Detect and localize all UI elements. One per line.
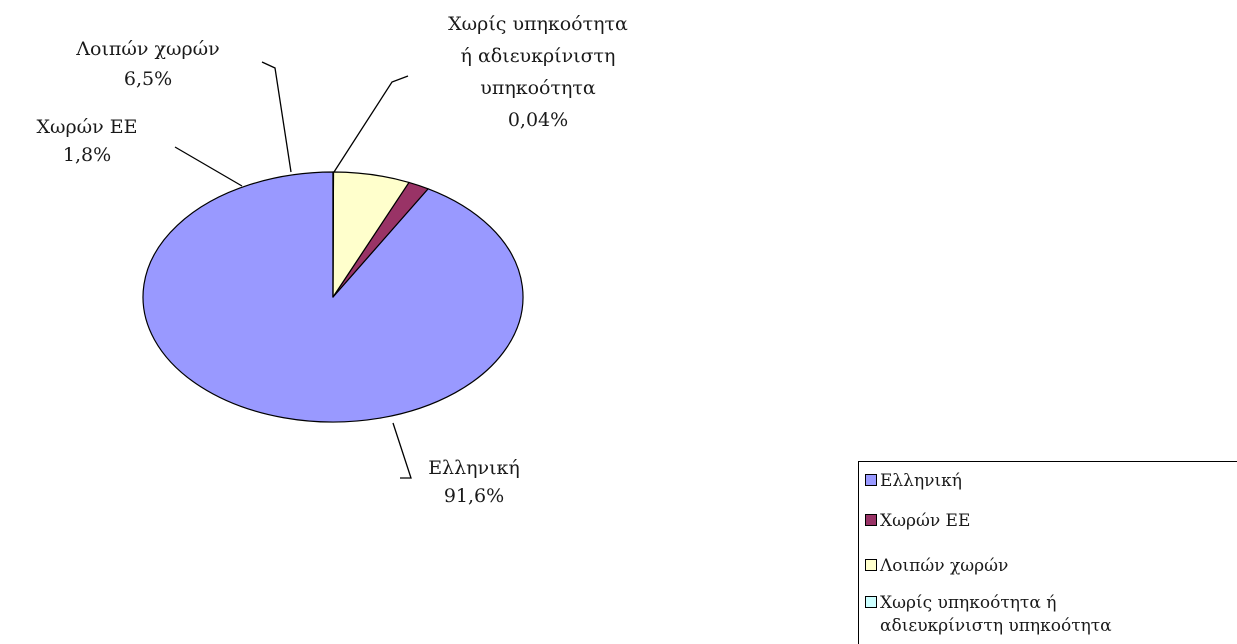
pie-slices [142, 171, 524, 423]
legend-swatch-1 [865, 474, 877, 486]
slice-labels: Ελληνική 91,6% Χωρών ΕΕ 1,8% Λοιπών χωρών 6,5… [36, 13, 628, 507]
legend-swatch-2 [865, 514, 877, 526]
legend-label-4: Χωρίς υπηκοότητα ή αδιευκρίνιστη υπηκοότη… [880, 593, 1112, 636]
leader-lines [174, 61, 412, 479]
legend-swatch-4 [865, 596, 877, 608]
leader-line-4 [333, 75, 409, 173]
legend-label-2: Χωρών ΕΕ [880, 511, 970, 531]
slice-label-2: Χωρών ΕΕ 1,8% [36, 116, 137, 166]
legend-label-3: Λοιπών χωρών [879, 556, 1008, 576]
legend-swatch-3 [865, 559, 877, 571]
legend-label-1: Ελληνική [880, 471, 962, 491]
leader-line-2 [174, 146, 243, 187]
slice-label-4: Χωρίς υπηκοότητα ή αδιευκρίνιστη υπηκοότητ… [448, 13, 628, 131]
legend: Ελληνική Χωρών ΕΕ Λοιπών χωρών Χωρίς υπηκοό… [858, 461, 1237, 644]
leader-line-3 [261, 61, 292, 173]
leader-line-1 [392, 422, 412, 479]
legend-box [858, 461, 1237, 644]
slice-label-3: Λοιπών χωρών 6,5% [75, 38, 219, 90]
slice-label-1: Ελληνική 91,6% [428, 457, 520, 507]
